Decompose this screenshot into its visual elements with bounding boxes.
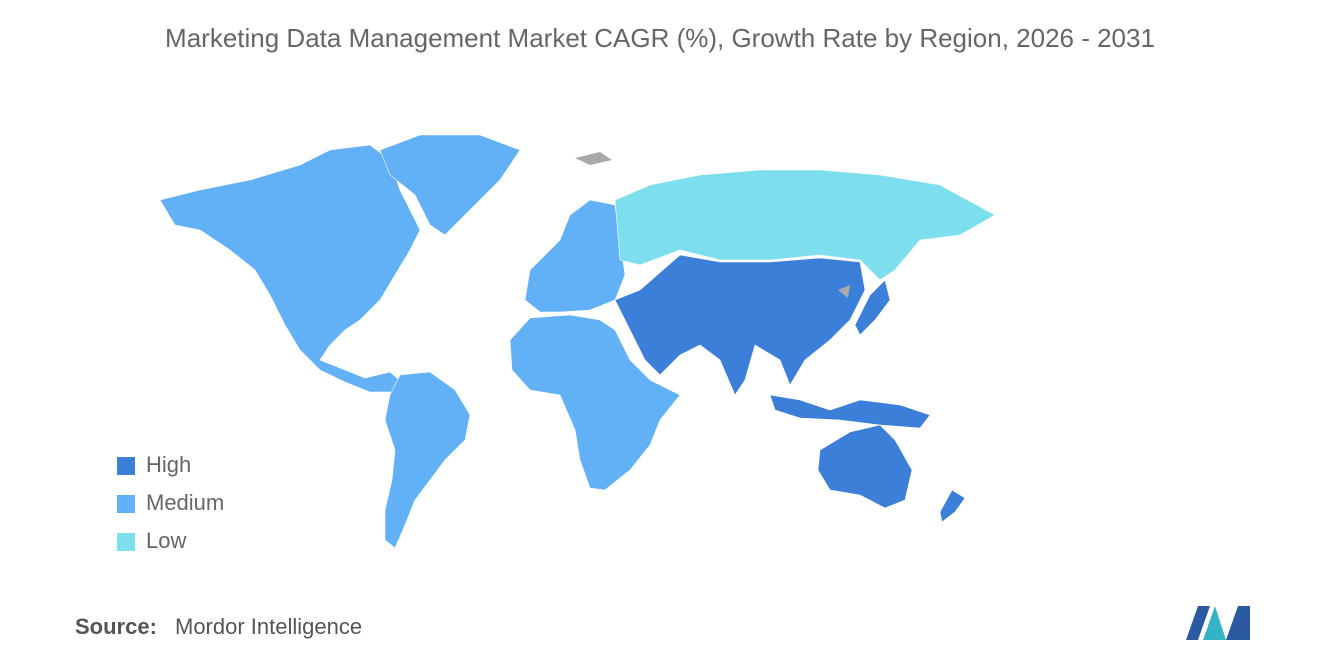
new-zealand xyxy=(939,489,966,523)
legend: High Medium Low xyxy=(117,452,224,553)
legend-swatch xyxy=(117,533,135,551)
europe xyxy=(524,199,626,313)
japan xyxy=(854,279,891,336)
legend-swatch xyxy=(117,457,135,475)
asia xyxy=(614,254,866,396)
greenland xyxy=(379,134,521,236)
russia xyxy=(614,169,996,281)
south-america xyxy=(384,371,471,549)
world-map xyxy=(159,134,996,549)
no-data-region xyxy=(575,152,612,165)
north-america xyxy=(159,144,421,393)
legend-label: Low xyxy=(146,528,186,553)
legend-label: High xyxy=(146,452,191,477)
legend-swatch xyxy=(117,495,135,513)
legend-label: Medium xyxy=(146,490,224,515)
source-text: Mordor Intelligence xyxy=(175,614,362,639)
australia xyxy=(817,424,913,509)
southeast-asia xyxy=(769,394,931,429)
logo xyxy=(1186,606,1250,640)
source-label: Source: xyxy=(75,614,157,639)
map-title: Marketing Data Management Market CAGR (%… xyxy=(165,23,1155,53)
no-data-region xyxy=(838,285,850,298)
africa xyxy=(509,314,681,491)
